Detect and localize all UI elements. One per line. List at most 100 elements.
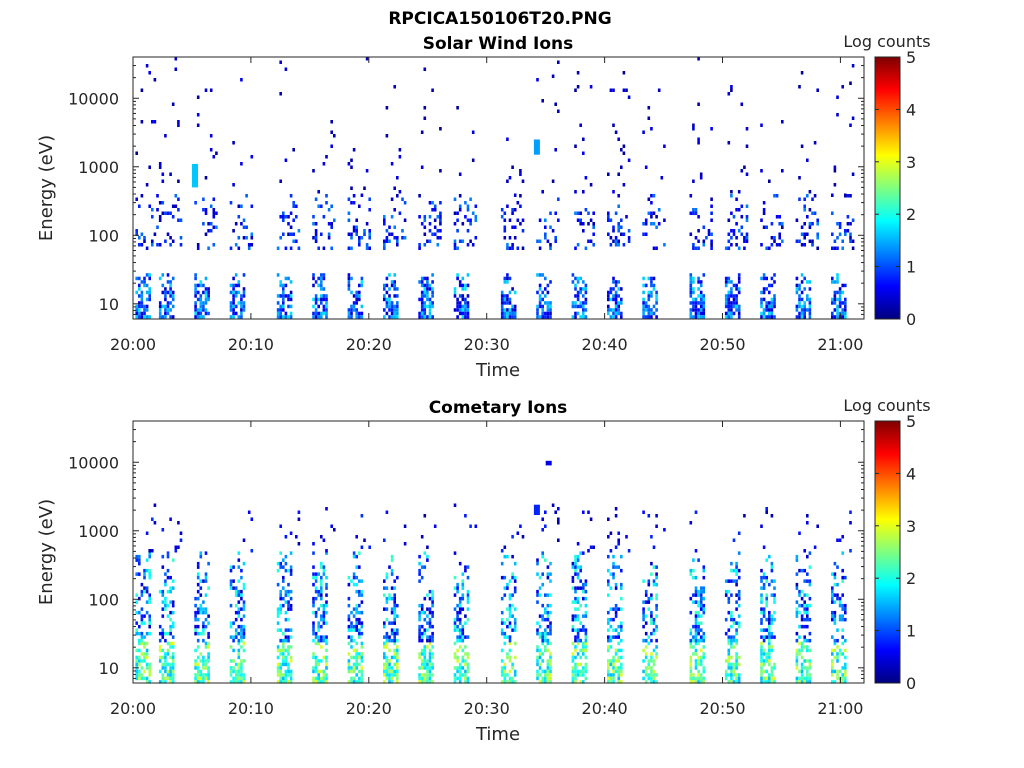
heatmap-cell	[276, 561, 280, 566]
heatmap-cell	[642, 600, 645, 604]
heatmap-cell	[647, 582, 651, 587]
heatmap-cell	[325, 676, 328, 681]
heatmap-cell	[207, 621, 210, 625]
heatmap-cell	[652, 617, 656, 622]
heatmap-cell	[806, 521, 809, 525]
heatmap-cell	[135, 558, 138, 562]
heatmap-cell	[833, 617, 837, 622]
heatmap-cell	[841, 603, 844, 608]
heatmap-cell	[724, 311, 728, 316]
heatmap-cell	[194, 610, 197, 615]
heatmap-cell	[831, 680, 834, 684]
heatmap-cell	[355, 311, 358, 316]
heatmap-cell	[614, 301, 618, 305]
heatmap-cell	[320, 280, 323, 284]
heatmap-cell	[538, 662, 542, 667]
heatmap-cell	[806, 673, 809, 677]
heatmap-cell	[282, 565, 285, 569]
heatmap-cell	[833, 239, 837, 243]
heatmap-cell	[544, 276, 547, 281]
heatmap-cell	[426, 558, 429, 562]
heatmap-cell	[453, 673, 457, 677]
heatmap-cell	[536, 628, 539, 632]
heatmap-cell	[538, 673, 542, 677]
heatmap-cell	[710, 197, 713, 201]
heatmap-cell	[466, 652, 470, 656]
heatmap-cell	[388, 596, 391, 601]
heatmap-cell	[158, 669, 162, 674]
heatmap-cell	[350, 655, 353, 660]
heatmap-cell	[292, 239, 295, 243]
heatmap-cell	[385, 311, 389, 316]
heatmap-cell	[282, 655, 285, 660]
heatmap-cell	[614, 603, 618, 608]
heatmap-cell	[153, 78, 157, 82]
heatmap-cell	[143, 586, 146, 590]
heatmap-cell	[164, 596, 167, 601]
heatmap-cell	[808, 648, 812, 653]
heatmap-cell	[229, 308, 233, 312]
heatmap-cell	[841, 652, 844, 656]
heatmap-cell	[196, 246, 200, 250]
heatmap-cell	[418, 572, 421, 576]
heatmap-cell	[697, 614, 700, 618]
heatmap-cell	[697, 631, 700, 636]
heatmap-cell	[831, 635, 834, 639]
heatmap-cell	[800, 617, 804, 622]
heatmap-cell	[388, 232, 391, 236]
heatmap-cell	[194, 648, 197, 653]
heatmap-cell	[694, 208, 698, 212]
heatmap-cell	[770, 617, 774, 622]
heatmap-cell	[347, 197, 351, 201]
heatmap-cell	[458, 610, 462, 615]
heatmap-cell	[730, 673, 733, 677]
heatmap-cell	[609, 617, 613, 622]
heatmap-cell	[388, 294, 391, 298]
heatmap-cell	[194, 631, 197, 636]
heatmap-cell	[418, 638, 421, 643]
heatmap-cell	[500, 575, 504, 580]
heatmap-cell	[557, 517, 560, 521]
heatmap-cell	[831, 617, 834, 622]
heatmap-cell	[148, 593, 151, 597]
heatmap-cell	[199, 669, 203, 674]
heatmap-cell	[795, 308, 799, 312]
heatmap-cell	[428, 641, 432, 646]
heatmap-cell	[207, 246, 210, 250]
heatmap-cell	[699, 586, 703, 590]
heatmap-cell	[385, 283, 389, 288]
heatmap-cell	[202, 673, 205, 677]
heatmap-cell	[511, 535, 514, 539]
heatmap-cell	[803, 610, 806, 615]
heatmap-cell	[607, 659, 610, 663]
heatmap-cell	[584, 676, 588, 681]
heatmap-cell	[352, 582, 356, 587]
heatmap-cell	[312, 603, 315, 608]
heatmap-cell	[317, 190, 320, 194]
heatmap-cell	[209, 88, 213, 92]
heatmap-cell	[762, 308, 766, 312]
heatmap-cell	[642, 283, 645, 288]
heatmap-cell	[838, 538, 842, 542]
heatmap-cell	[431, 655, 434, 660]
heatmap-cell	[544, 617, 547, 622]
heatmap-cell	[317, 628, 320, 632]
heatmap-cell	[582, 510, 585, 514]
heatmap-cell	[461, 586, 465, 590]
heatmap-cell	[240, 308, 243, 312]
heatmap-cell	[647, 294, 651, 298]
heatmap-cell	[538, 239, 542, 243]
heatmap-cell	[312, 621, 315, 625]
heatmap-cell	[617, 635, 620, 639]
heatmap-cell	[282, 315, 285, 319]
heatmap-cell	[240, 301, 243, 305]
heatmap-cell	[770, 301, 774, 305]
heatmap-cell	[806, 624, 809, 629]
heatmap-cell	[737, 603, 741, 608]
heatmap-cell	[571, 676, 575, 681]
heatmap-cell	[428, 607, 432, 611]
heatmap-cell	[650, 666, 653, 670]
heatmap-cell	[347, 311, 351, 316]
heatmap-cell	[538, 283, 542, 288]
